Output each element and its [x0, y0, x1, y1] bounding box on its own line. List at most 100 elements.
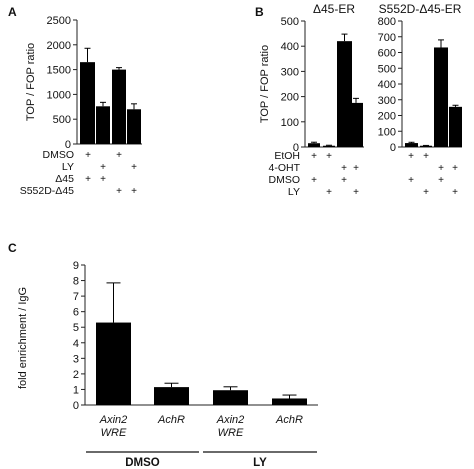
y-tick-label: 400 — [378, 79, 396, 91]
condition-label: DMSO — [43, 149, 75, 161]
y-axis-title: TOP / FOP ratio — [25, 43, 37, 121]
condition-mark: + — [438, 175, 444, 186]
y-tick-label: 700 — [378, 32, 396, 44]
category-label: WRE — [101, 427, 127, 439]
y-tick-label: 0 — [293, 142, 299, 154]
y-tick-label: 8 — [73, 276, 79, 288]
condition-mark: + — [131, 186, 137, 197]
condition-label: EtOH — [274, 150, 300, 162]
panel-b-delta45-chart: 0 100 200 300 400 500 TOP / FOP ratio Δ45-ER EtO… — [259, 2, 364, 198]
bar — [272, 398, 307, 405]
bar — [96, 106, 110, 144]
bar — [213, 390, 248, 405]
condition-label: LY — [62, 161, 74, 173]
panel-a-chart: 0 500 1000 1500 2000 2500 TOP / FOP ratio DMSO +… — [20, 15, 142, 197]
y-tick-label: 2000 — [47, 40, 71, 52]
y-tick-label: 7 — [73, 291, 79, 303]
bar — [323, 145, 335, 147]
y-tick-label: 3 — [73, 353, 79, 365]
condition-label: S552D-Δ45 — [20, 185, 74, 197]
y-tick-label: 300 — [281, 66, 299, 78]
condition-mark: + — [326, 187, 332, 198]
y-tick-label: 1 — [73, 384, 79, 396]
category-label: WRE — [218, 427, 244, 439]
group-label: LY — [253, 457, 267, 469]
bar — [405, 143, 418, 147]
y-tick-label: 0 — [73, 400, 79, 412]
panel-a-letter: A — [8, 5, 17, 19]
condition-mark: + — [452, 187, 458, 198]
y-axis-title: fold enrichment / IgG — [17, 287, 29, 389]
y-tick-label: 300 — [378, 95, 396, 107]
condition-mark: + — [408, 151, 414, 162]
y-tick-label: 100 — [281, 117, 299, 129]
panel-c-letter: C — [8, 241, 17, 255]
y-tick-label: 9 — [73, 260, 79, 272]
condition-mark: + — [131, 162, 137, 173]
condition-mark: + — [438, 163, 444, 174]
y-tick-label: 4 — [73, 338, 79, 350]
panel-title: S552D-Δ45-ER — [379, 2, 462, 16]
condition-mark: + — [353, 163, 359, 174]
bar — [449, 106, 462, 147]
y-tick-label: 1500 — [47, 65, 71, 77]
bar — [337, 41, 352, 147]
condition-label: LY — [288, 186, 300, 198]
condition-mark: + — [311, 151, 317, 162]
condition-mark: + — [341, 175, 347, 186]
condition-mark: + — [116, 150, 122, 161]
y-tick-label: 2500 — [47, 15, 71, 27]
bar — [420, 145, 432, 147]
bar — [127, 109, 141, 144]
y-tick-label: 0 — [390, 142, 396, 154]
bar — [112, 69, 126, 144]
condition-mark: + — [423, 187, 429, 198]
y-tick-label: 6 — [73, 307, 79, 319]
bar — [96, 322, 131, 405]
condition-mark: + — [353, 187, 359, 198]
y-tick-label: 5 — [73, 322, 79, 334]
condition-mark: + — [116, 186, 122, 197]
y-tick-label: 1000 — [47, 89, 71, 101]
category-label: Axin2 — [216, 414, 245, 426]
condition-mark: + — [100, 174, 106, 185]
bar — [80, 62, 95, 144]
y-tick-label: 500 — [281, 16, 299, 28]
condition-mark: + — [452, 163, 458, 174]
condition-label: Δ45 — [55, 173, 74, 185]
condition-label: 4-OHT — [269, 162, 301, 174]
y-tick-label: 2 — [73, 369, 79, 381]
condition-mark: + — [341, 163, 347, 174]
y-tick-label: 500 — [53, 114, 71, 126]
category-label: Axin2 — [99, 414, 128, 426]
y-tick-label: 200 — [281, 92, 299, 104]
bar — [154, 387, 189, 405]
bar — [349, 102, 363, 147]
bar — [434, 47, 448, 147]
condition-mark: + — [423, 151, 429, 162]
condition-mark: + — [100, 162, 106, 173]
condition-mark: + — [326, 151, 332, 162]
condition-label: DMSO — [269, 174, 301, 186]
panel-b-letter: B — [255, 5, 264, 19]
panel-title: Δ45-ER — [313, 2, 355, 16]
group-label: DMSO — [125, 457, 160, 469]
y-tick-label: 600 — [378, 48, 396, 60]
condition-mark: + — [408, 175, 414, 186]
y-tick-label: 100 — [378, 126, 396, 138]
y-tick-label: 800 — [378, 16, 396, 28]
category-label: AchR — [157, 414, 185, 426]
condition-mark: + — [85, 174, 91, 185]
y-tick-label: 400 — [281, 41, 299, 53]
bar — [308, 143, 320, 147]
category-label: AchR — [275, 414, 303, 426]
condition-mark: + — [85, 150, 91, 161]
y-tick-label: 0 — [65, 139, 71, 151]
y-axis-title: TOP / FOP ratio — [259, 45, 271, 123]
condition-mark: + — [311, 175, 317, 186]
y-tick-label: 200 — [378, 111, 396, 123]
y-tick-label: 500 — [378, 63, 396, 75]
